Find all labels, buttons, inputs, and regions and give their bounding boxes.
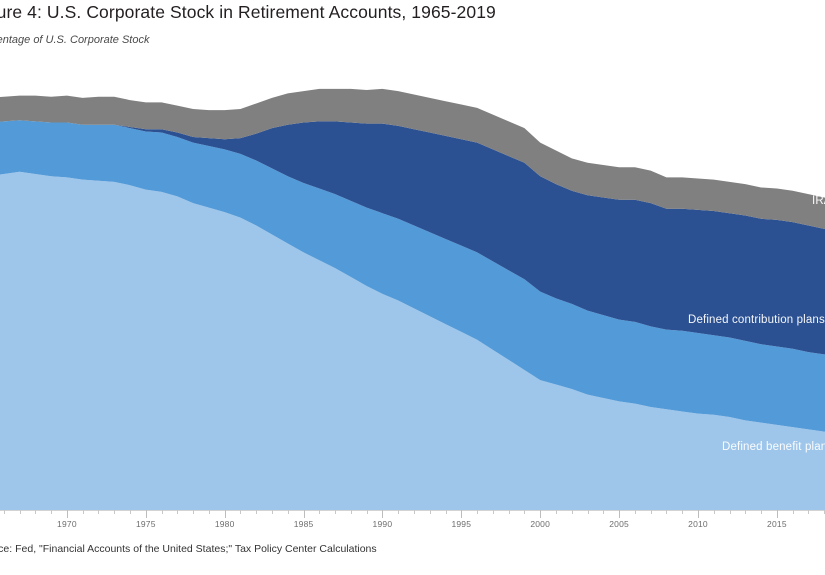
x-axis-tick-minor bbox=[240, 510, 242, 514]
x-axis-tick-minor bbox=[682, 510, 684, 514]
x-axis-tick-minor bbox=[366, 510, 368, 514]
x-axis-tick-label: 1995 bbox=[451, 519, 472, 529]
stacked-area-chart bbox=[0, 62, 825, 510]
x-axis-tick-minor bbox=[161, 510, 163, 514]
page-title: Figure 4: U.S. Corporate Stock in Retire… bbox=[0, 2, 496, 22]
x-axis-tick-minor bbox=[208, 510, 210, 514]
x-axis-tick-minor bbox=[429, 510, 431, 514]
x-axis-tick-label: 2010 bbox=[688, 519, 708, 529]
x-axis-tick-major bbox=[382, 510, 384, 518]
x-axis-tick-minor bbox=[98, 510, 100, 514]
x-axis-tick-label: 1975 bbox=[135, 519, 156, 529]
x-axis: 1965197019751980198519901995200020052010… bbox=[0, 510, 825, 536]
x-axis-tick-label: 1970 bbox=[57, 519, 77, 529]
x-axis-tick-minor bbox=[808, 510, 810, 514]
chart-svg bbox=[0, 88, 825, 510]
x-axis-tick-major bbox=[776, 510, 778, 518]
x-axis-tick-minor bbox=[256, 510, 258, 514]
x-axis-tick-minor bbox=[729, 510, 731, 514]
x-axis-tick-minor bbox=[319, 510, 321, 514]
x-axis-tick-minor bbox=[666, 510, 668, 514]
area-series-3 bbox=[0, 88, 825, 229]
source-note: Source: Fed, "Financial Accounts of the … bbox=[0, 543, 377, 555]
x-axis-tick-major bbox=[145, 510, 147, 518]
x-axis-tick-minor bbox=[272, 510, 273, 514]
x-axis-tick-minor bbox=[335, 510, 337, 514]
x-axis-tick-minor bbox=[35, 510, 37, 514]
x-axis-tick-minor bbox=[82, 510, 84, 514]
x-axis-line bbox=[0, 510, 825, 511]
x-axis-tick-minor bbox=[130, 510, 131, 514]
x-axis-tick-minor bbox=[571, 510, 573, 514]
series-label-defined-contribution: Defined contribution plans bbox=[688, 314, 825, 326]
x-axis-tick-major bbox=[303, 510, 305, 518]
x-axis-tick-label: 2015 bbox=[767, 519, 787, 529]
x-axis-tick-minor bbox=[3, 510, 5, 514]
x-axis-tick-minor bbox=[761, 510, 763, 514]
x-axis-tick-minor bbox=[19, 510, 21, 514]
x-axis-tick-minor bbox=[650, 510, 652, 514]
x-axis-tick-minor bbox=[524, 510, 526, 514]
x-axis-tick-label: 2005 bbox=[609, 519, 629, 529]
area-series-1 bbox=[0, 120, 825, 432]
x-axis-tick-minor bbox=[51, 510, 53, 514]
x-axis-tick-label: 1980 bbox=[214, 519, 235, 529]
x-axis-tick-major bbox=[619, 510, 621, 518]
x-axis-tick-minor bbox=[350, 510, 352, 514]
x-axis-tick-label: 1990 bbox=[372, 519, 393, 529]
x-axis-tick-major bbox=[66, 510, 68, 518]
x-axis-tick-minor bbox=[414, 510, 415, 514]
x-axis-tick-major bbox=[698, 510, 699, 518]
x-axis-tick-label: 2000 bbox=[530, 519, 551, 529]
x-axis-tick-minor bbox=[713, 510, 715, 514]
x-axis-tick-major bbox=[540, 510, 542, 518]
x-axis-tick-minor bbox=[587, 510, 589, 514]
x-axis-tick-minor bbox=[445, 510, 447, 514]
series-label-iras: IRAs bbox=[812, 195, 825, 207]
x-axis-tick-minor bbox=[792, 510, 794, 514]
x-axis-tick-minor bbox=[556, 510, 557, 514]
area-series-2 bbox=[0, 120, 825, 355]
x-axis-tick-minor bbox=[398, 510, 400, 514]
x-axis-tick-label: 1985 bbox=[293, 519, 314, 529]
x-axis-tick-minor bbox=[492, 510, 494, 514]
area-series-0 bbox=[0, 171, 825, 510]
x-axis-tick-minor bbox=[477, 510, 479, 514]
series-label-life-insurance: Life insurance seperate accounts bbox=[652, 73, 825, 85]
x-axis-tick-minor bbox=[177, 510, 179, 514]
x-axis-tick-minor bbox=[603, 510, 605, 514]
x-axis-tick-minor bbox=[745, 510, 747, 514]
x-axis-tick-major bbox=[461, 510, 463, 518]
x-axis-tick-major bbox=[224, 510, 226, 518]
chart-subtitle: Percentage of U.S. Corporate Stock bbox=[0, 34, 150, 46]
x-axis-tick-minor bbox=[508, 510, 510, 514]
x-axis-tick-minor bbox=[114, 510, 116, 514]
series-label-defined-benefit: Defined benefit plans bbox=[722, 441, 825, 453]
x-axis-tick-minor bbox=[634, 510, 636, 514]
x-axis-tick-minor bbox=[193, 510, 195, 514]
x-axis-tick-minor bbox=[287, 510, 289, 514]
